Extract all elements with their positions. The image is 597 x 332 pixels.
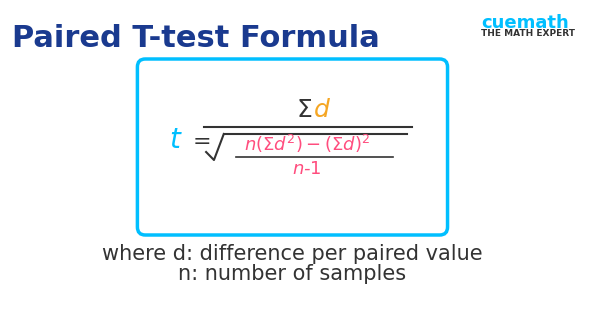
- Text: $n(\Sigma d^2)-(\Sigma d)^2$: $n(\Sigma d^2)-(\Sigma d)^2$: [244, 133, 370, 155]
- Text: $=$: $=$: [189, 130, 211, 150]
- Text: n: number of samples: n: number of samples: [179, 264, 407, 284]
- FancyBboxPatch shape: [137, 59, 448, 235]
- Text: THE MATH EXPERT: THE MATH EXPERT: [481, 29, 575, 38]
- Text: where d: difference per paired value: where d: difference per paired value: [102, 244, 483, 264]
- Text: $\it{t}$: $\it{t}$: [169, 126, 183, 154]
- Text: cuemath: cuemath: [481, 14, 569, 32]
- Text: Paired T-test Formula: Paired T-test Formula: [12, 24, 380, 53]
- Text: $n$-$1$: $n$-$1$: [293, 160, 322, 178]
- Text: $\Sigma$: $\Sigma$: [296, 98, 312, 122]
- Text: $d$: $d$: [313, 98, 331, 122]
